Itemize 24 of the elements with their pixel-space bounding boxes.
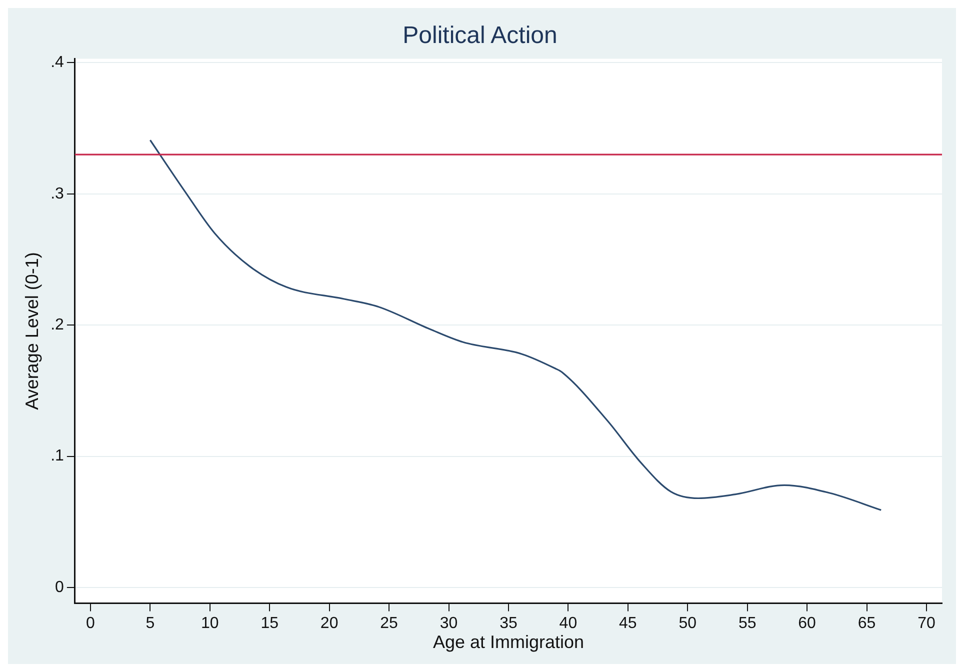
x-tick-label: 5 [146, 615, 155, 632]
x-tick-label: 70 [918, 615, 936, 632]
x-tick-label: 40 [559, 615, 578, 632]
x-tick-label: 10 [201, 615, 219, 632]
y-tick-label: .1 [50, 448, 64, 465]
y-tick-label: .4 [50, 54, 64, 72]
line-series [149, 139, 882, 511]
y-axis-title: Average Level (0-1) [22, 252, 42, 410]
x-tick-label: 15 [260, 615, 279, 632]
x-tick-label: 20 [320, 615, 338, 632]
x-tick-label: 0 [86, 615, 96, 632]
x-tick-label: 45 [619, 615, 637, 632]
y-tick-label: .3 [50, 185, 64, 202]
x-axis-title: Age at Immigration [432, 632, 584, 652]
chart-title: Political Action [402, 22, 558, 50]
x-tick-label: 30 [440, 615, 458, 632]
x-tick-label: 25 [380, 615, 398, 632]
y-tick-label: .2 [50, 316, 64, 334]
x-tick-label: 55 [738, 615, 756, 632]
x-tick-label: 35 [500, 615, 518, 632]
y-tick-label: 0 [55, 578, 64, 596]
x-tick-label: 65 [858, 615, 876, 632]
x-tick-label: 60 [798, 615, 816, 632]
x-tick-label: 50 [678, 615, 697, 632]
